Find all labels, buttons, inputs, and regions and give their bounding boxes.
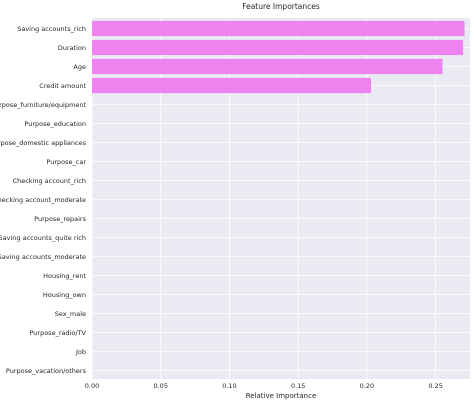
- x-tick-label: 0.10: [222, 382, 236, 390]
- bar-age: [92, 58, 443, 75]
- bar-credit-amount: [92, 77, 372, 94]
- y-tick-label: Housing_own: [43, 291, 86, 299]
- y-tick-label: Checking account_rich: [13, 177, 86, 185]
- y-tick-label: Purpose_vacation/others: [6, 367, 87, 375]
- x-tick-label: 0.00: [85, 382, 99, 390]
- bar-layer: [92, 20, 465, 94]
- y-tick-label: Saving accounts_rich: [17, 25, 86, 33]
- x-tick-labels: 0.00 0.05 0.10 0.15 0.20 0.25: [85, 382, 443, 390]
- y-tick-label: Purpose_radio/TV: [29, 329, 86, 337]
- x-tick-label: 0.20: [360, 382, 374, 390]
- y-tick-label: Housing_rent: [43, 272, 86, 280]
- bar-duration: [92, 39, 464, 56]
- y-tick-label: Job: [75, 348, 86, 356]
- y-tick-label: Purpose_education: [24, 120, 86, 128]
- y-tick-label: Purpose_car: [46, 158, 86, 166]
- y-tick-label: Purpose_furniture/equipment: [0, 101, 86, 109]
- x-tick-label: 0.05: [153, 382, 167, 390]
- x-axis-label: Relative Importance: [246, 392, 317, 400]
- x-tick-label: 0.15: [291, 382, 305, 390]
- y-tick-label: Checking account_moderate: [0, 196, 86, 204]
- y-tick-label: Sex_male: [55, 310, 86, 318]
- y-tick-label: Credit amount: [39, 82, 86, 90]
- y-tick-label: Purpose_repairs: [34, 215, 86, 223]
- y-tick-label: Saving accounts_quite rich: [0, 234, 86, 242]
- x-tick-label: 0.25: [428, 382, 442, 390]
- y-tick-label: Duration: [58, 44, 86, 52]
- y-tick-label: Saving accounts_moderate: [0, 253, 86, 261]
- y-tick-label: Purpose_domestic appliances: [0, 139, 87, 147]
- y-tick-label: Age: [73, 63, 86, 71]
- bar-saving-accounts-rich: [92, 20, 465, 37]
- chart-title: Feature Importances: [242, 2, 320, 11]
- y-tick-labels: Saving accounts_rich Duration Age Credit am…: [0, 25, 87, 375]
